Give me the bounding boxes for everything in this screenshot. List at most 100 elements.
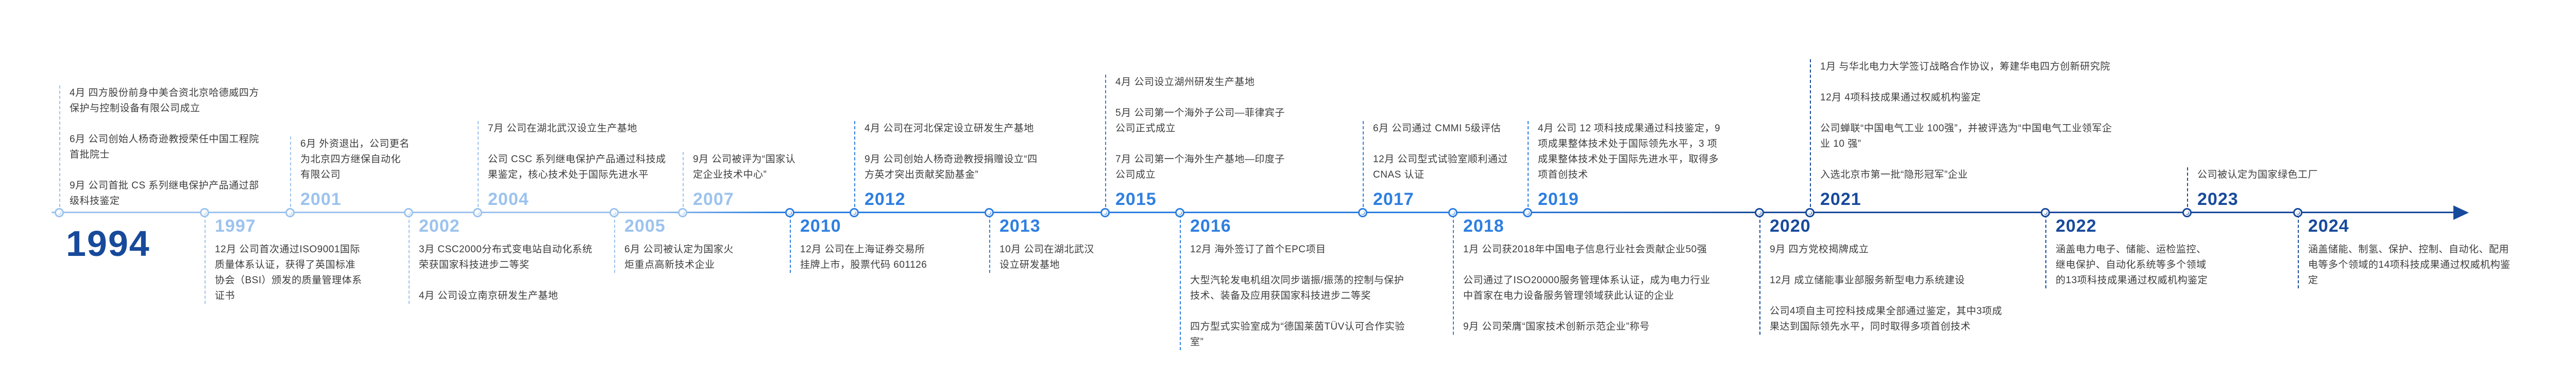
timeline-node-dot <box>1451 211 1455 215</box>
events-2021: 1月 与华北电力大学签订战略合作协议，筹建华电四方创新研究院 12月 4项科技成果… <box>1820 59 2119 183</box>
timeline-node-2018 <box>1448 208 1458 217</box>
year-label-2022: 2022 <box>2056 216 2097 236</box>
year-group-2012: 4月 公司在河北保定设立研发生产基地 9月 公司创始人杨奇逊教授捐赠设立“四方英才… <box>854 120 1046 212</box>
events-2019: 4月 公司 12 项科技成果通过科技鉴定，9项成果整体技术处于国际领先水平，3 … <box>1538 121 1724 183</box>
event-text: 6月 外资退出，公司更名为北京四方继保自动化有限公司 <box>300 138 410 180</box>
timeline-node-2004 <box>473 208 482 217</box>
timeline-node-dot <box>406 211 411 215</box>
event-text: 12月 公司在上海证券交易所挂牌上市，股票代码 601126 <box>800 244 927 271</box>
timeline-node-2002 <box>404 208 413 217</box>
year-label-2017: 2017 <box>1373 189 1414 209</box>
year-group-2013: 2013 10月 公司在湖北武汉设立研发基地 <box>989 215 1098 273</box>
year-label-2013: 2013 <box>999 216 1041 236</box>
event-text: 9月 公司荣膺“国家技术创新示范企业”称号 <box>1463 321 1650 333</box>
year-group-2023: 公司被认定为国家绿色工厂 2023 <box>2187 167 2322 212</box>
year-group-2020: 2020 9月 四方党校揭牌成立 12月 成立储能事业部服务新型电力系统建设公司4项… <box>1759 215 2003 335</box>
event-text: 7月 公司在湖北武汉设立生产基地 <box>488 123 637 134</box>
year-label-1997: 1997 <box>215 216 256 236</box>
event-text: 1月 公司获2018年中国电子信息行业社会贡献企业50强 <box>1463 244 1707 255</box>
year-label-2020: 2020 <box>1770 216 1811 236</box>
year-label-2005: 2005 <box>624 216 666 236</box>
year-label-2021: 2021 <box>1820 189 1861 209</box>
timeline-node-dot <box>788 211 792 215</box>
year-group-2021: 1月 与华北电力大学签订战略合作协议，筹建华电四方创新研究院 12月 4项科技成果… <box>1810 59 2119 212</box>
events-2016: 12月 海外签订了首个EPC项目 大型汽轮发电机组次同步谐振/振荡的控制与保护技术… <box>1190 242 1408 350</box>
year-label-2015: 2015 <box>1115 189 1157 209</box>
timeline-node-dot <box>987 211 991 215</box>
event-text: 5月 公司第一个海外子公司—菲律宾子公司正式成立 <box>1115 107 1285 134</box>
timeline-node-2023 <box>2182 208 2192 217</box>
events-1994: 4月 四方股份前身中美合资北京哈德威四方保护与控制设备有限公司成立 6月 公司创始… <box>70 85 265 209</box>
event-text: 4月 公司在河北保定设立研发生产基地 <box>865 123 1034 134</box>
timeline-node-dot <box>1526 211 1530 215</box>
timeline-node-dot <box>681 211 685 215</box>
timeline-node-2015 <box>1100 208 1110 217</box>
event-text: 12月 成立储能事业部服务新型电力系统建设 <box>1770 275 1965 286</box>
timeline-node-dot <box>612 211 616 215</box>
timeline-node-dot <box>288 211 292 215</box>
timeline-node-dot <box>476 211 480 215</box>
year-group-2004: 7月 公司在湖北武汉设立生产基地公司 CSC 系列继电保护产品通过科技成果鉴定，… <box>478 120 674 212</box>
event-text: 公司通过了ISO20000服务管理体系认证，成为电力行业中首家在电力设备服务管理… <box>1463 275 1710 302</box>
event-text: 四方型式实验室成为“德国莱茵TÜV认可合作实验室” <box>1190 321 1405 348</box>
timeline-node-dot <box>1757 211 1761 215</box>
year-label-2004: 2004 <box>488 189 529 209</box>
event-text: 3月 CSC2000分布式变电站自动化系统荣获国家科技进步二等奖 <box>419 244 592 271</box>
year-group-2005: 2005 6月 公司被认定为国家火炬重点高新技术企业 <box>614 215 738 273</box>
timeline-node-2016 <box>1175 208 1184 217</box>
event-text: 9月 四方党校揭牌成立 <box>1770 244 1869 255</box>
year-label-2012: 2012 <box>865 189 906 209</box>
event-text: 12月 海外签订了首个EPC项目 <box>1190 244 1326 255</box>
event-text: 4月 公司设立南京研发生产基地 <box>419 290 558 302</box>
year-group-1994: 4月 四方股份前身中美合资北京哈德威四方保护与控制设备有限公司成立 6月 公司创始… <box>59 85 265 212</box>
year-label-2023: 2023 <box>2197 189 2239 209</box>
year-group-2001: 6月 外资退出，公司更名为北京四方继保自动化有限公司 2001 <box>290 136 410 212</box>
events-2023: 公司被认定为国家绿色工厂 <box>2197 167 2322 183</box>
timeline-node-dot <box>1103 211 1107 215</box>
events-2017: 6月 公司通过 CMMI 5级评估 12月 公司型式试验室顺利通过 CNAS 认证 <box>1373 121 1518 183</box>
timeline-node-2021 <box>1805 208 1815 217</box>
events-2018: 1月 公司获2018年中国电子信息行业社会贡献企业50强公司通过了ISO2000… <box>1463 242 1717 335</box>
timeline-node-dot <box>2185 211 2189 215</box>
events-2022: 涵盖电力电子、储能、运检监控、继电保护、自动化系统等多个领域的13项科技成果通过… <box>2056 242 2211 288</box>
event-text: 公司4项自主可控科技成果全部通过鉴定，其中3项成果达到国际领先水平，同时取得多项… <box>1770 306 2003 333</box>
event-text: 6月 公司创始人杨奇逊教授荣任中国工程院首批院士 <box>70 134 259 160</box>
event-text: 1月 与华北电力大学签订战略合作协议，筹建华电四方创新研究院 <box>1820 61 2110 72</box>
events-2004: 7月 公司在湖北武汉设立生产基地公司 CSC 系列继电保护产品通过科技成果鉴定，… <box>488 121 674 183</box>
year-group-2024: 2024 涵盖储能、制氢、保护、控制、自动化、配用电等多个领域的14项科技成果通过… <box>2298 215 2515 289</box>
events-2012: 4月 公司在河北保定设立研发生产基地 9月 公司创始人杨奇逊教授捐赠设立“四方英才… <box>865 121 1046 183</box>
events-2020: 9月 四方党校揭牌成立 12月 成立储能事业部服务新型电力系统建设公司4项自主可控… <box>1770 242 2003 335</box>
event-text: 10月 公司在湖北武汉设立研发基地 <box>999 244 1094 271</box>
event-text: 公司被认定为国家绿色工厂 <box>2197 169 2318 180</box>
year-label-2018: 2018 <box>1463 216 1504 236</box>
event-text: 公司 CSC 系列继电保护产品通过科技成果鉴定，核心技术处于国际先进水平 <box>488 153 666 180</box>
year-group-2017: 6月 公司通过 CMMI 5级评估 12月 公司型式试验室顺利通过 CNAS 认证… <box>1363 120 1518 212</box>
events-2010: 12月 公司在上海证券交易所挂牌上市，股票代码 601126 <box>800 242 930 273</box>
timeline-node-2017 <box>1358 208 1367 217</box>
year-group-2016: 2016 12月 海外签订了首个EPC项目 大型汽轮发电机组次同步谐振/振荡的控制与… <box>1180 215 1408 351</box>
timeline-node-2007 <box>678 208 687 217</box>
event-text: 7月 公司第一个海外生产基地—印度子公司成立 <box>1115 153 1285 180</box>
event-text: 4月 四方股份前身中美合资北京哈德威四方保护与控制设备有限公司成立 <box>70 88 259 114</box>
event-text: 6月 公司通过 CMMI 5级评估 <box>1373 123 1501 134</box>
timeline-node-dot <box>1808 211 1812 215</box>
event-text: 9月 公司被评为“国家认定企业技术中心” <box>693 153 796 180</box>
year-label-2016: 2016 <box>1190 216 1231 236</box>
event-text: 12月 公司首次通过ISO9001国际质量体系认证，获得了英国标准协会（BSI）… <box>215 244 362 302</box>
timeline-node-dot <box>2043 211 2047 215</box>
event-text: 涵盖电力电子、储能、运检监控、继电保护、自动化系统等多个领域的13项科技成果通过… <box>2056 244 2208 286</box>
year-label-2007: 2007 <box>693 189 734 209</box>
timeline-node-2013 <box>985 208 994 217</box>
timeline-node-2024 <box>2293 208 2302 217</box>
timeline-node-dot <box>1178 211 1182 215</box>
year-group-2019: 4月 公司 12 项科技成果通过科技鉴定，9项成果整体技术处于国际领先水平，3 … <box>1528 120 1724 212</box>
year-label-2024: 2024 <box>2308 216 2349 236</box>
events-2001: 6月 外资退出，公司更名为北京四方继保自动化有限公司 <box>300 136 410 183</box>
event-text: 公司蝉联“中国电气工业 100强”，并被评选为“中国电气工业领军企业 10 强” <box>1820 123 2112 149</box>
events-2007: 9月 公司被评为“国家认定企业技术中心” <box>693 152 797 183</box>
event-text: 4月 公司 12 项科技成果通过科技鉴定，9项成果整体技术处于国际领先水平，3 … <box>1538 123 1721 180</box>
year-group-2018: 2018 1月 公司获2018年中国电子信息行业社会贡献企业50强公司通过了ISO… <box>1453 215 1717 335</box>
timeline-arrow-icon <box>2453 205 2469 220</box>
timeline-node-1997 <box>200 208 209 217</box>
